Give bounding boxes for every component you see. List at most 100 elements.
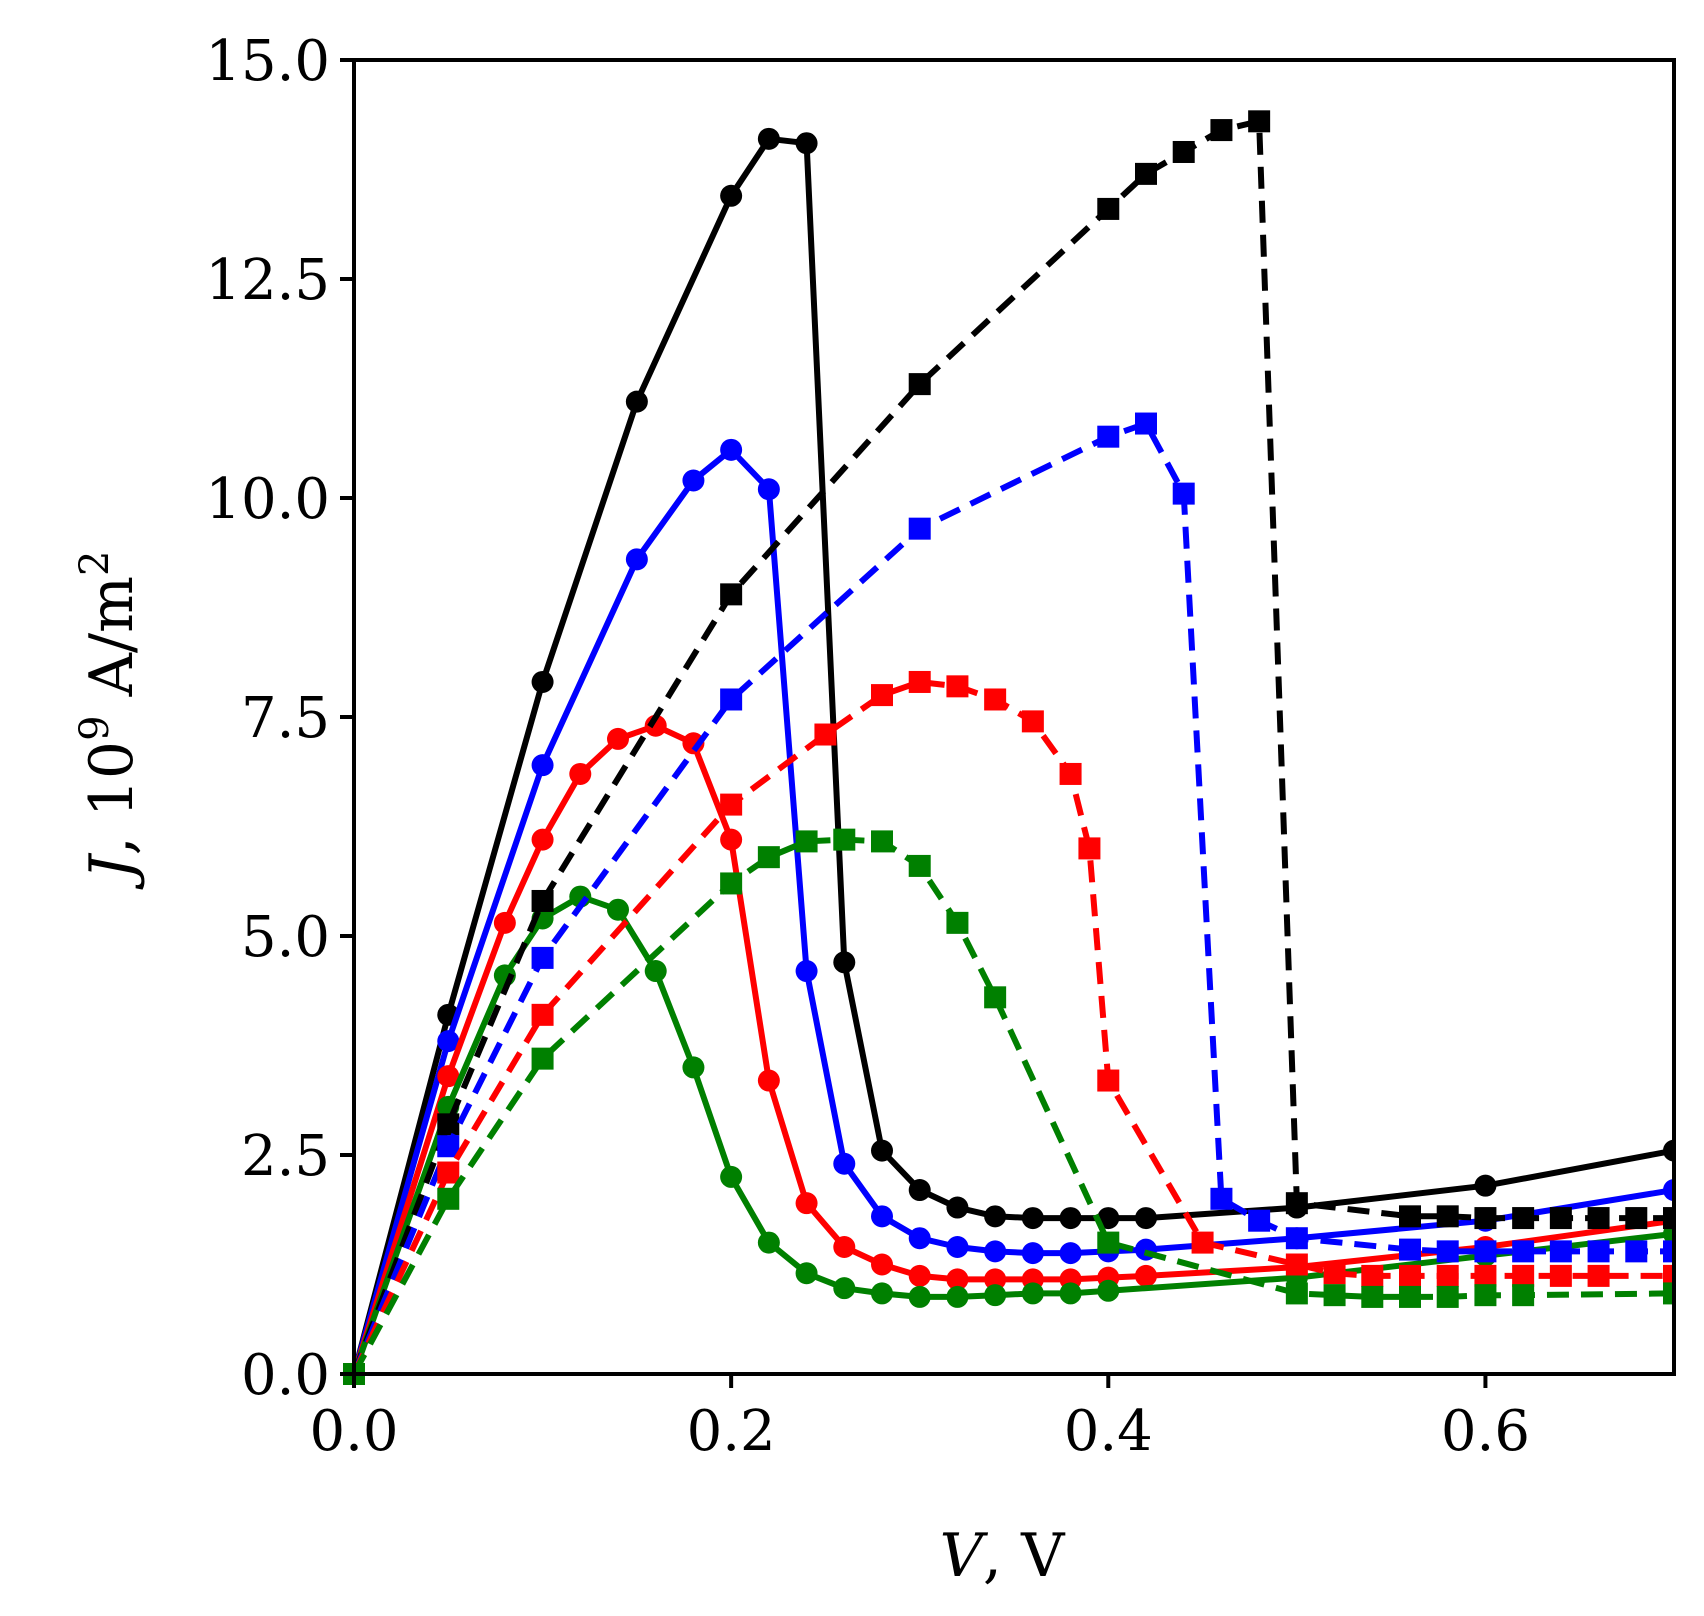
data-point-black-dashed-9 [1248, 110, 1271, 133]
data-point-red-dashed-17 [1399, 1264, 1421, 1287]
data-point-red-dashed-22 [1587, 1264, 1610, 1287]
data-point-red-solid-19 [1135, 1264, 1157, 1287]
data-point-green-dashed-11 [1097, 1231, 1120, 1254]
x-axis-label: V, V [940, 1521, 1066, 1591]
data-point-green-solid-15 [984, 1284, 1007, 1307]
data-point-black-solid-2 [531, 670, 554, 693]
data-point-green-solid-8 [720, 1165, 743, 1188]
data-point-blue-solid-7 [795, 960, 818, 983]
data-point-red-solid-13 [908, 1264, 931, 1287]
data-point-blue-dashed-11 [1399, 1238, 1421, 1261]
data-point-black-dashed-18 [1663, 1207, 1674, 1230]
data-point-red-dashed-3 [720, 793, 743, 816]
data-point-green-dashed-8 [908, 854, 931, 877]
data-point-blue-solid-1 [437, 1030, 460, 1053]
data-point-red-dashed-21 [1549, 1264, 1572, 1287]
data-point-red-solid-4 [569, 762, 592, 785]
data-point-green-solid-17 [1059, 1282, 1082, 1305]
data-point-green-dashed-16 [1436, 1285, 1459, 1308]
data-point-red-dashed-20 [1512, 1264, 1535, 1287]
data-point-red-dashed-19 [1474, 1264, 1497, 1287]
y-tick-label-6: 15.0 [205, 29, 330, 94]
data-point-green-dashed-9 [946, 911, 969, 934]
data-point-black-dashed-17 [1625, 1207, 1648, 1230]
data-point-green-solid-18 [1097, 1279, 1120, 1302]
data-point-red-dashed-6 [908, 670, 931, 693]
data-point-blue-dashed-5 [1097, 425, 1120, 448]
data-point-black-dashed-11 [1399, 1205, 1421, 1228]
data-point-black-solid-9 [908, 1179, 931, 1202]
data-point-red-solid-8 [720, 828, 743, 851]
data-point-blue-dashed-16 [1587, 1240, 1610, 1263]
data-point-blue-dashed-2 [531, 946, 554, 969]
data-point-black-solid-3 [625, 390, 648, 413]
series-red-solid [343, 714, 1674, 1385]
data-point-green-solid-5 [607, 898, 629, 921]
data-point-red-solid-14 [946, 1268, 969, 1291]
data-point-green-solid-7 [682, 1056, 705, 1079]
data-point-blue-solid-12 [984, 1240, 1007, 1263]
data-point-red-solid-7 [682, 732, 705, 755]
data-point-red-solid-3 [531, 828, 554, 851]
series-red-dashed [343, 670, 1674, 1385]
data-point-blue-solid-6 [757, 478, 780, 501]
series-line-green-solid [351, 893, 1674, 1375]
data-point-black-solid-8 [871, 1139, 893, 1162]
data-point-red-solid-9 [757, 1069, 780, 1092]
data-point-green-solid-12 [871, 1282, 893, 1305]
data-point-blue-dashed-10 [1285, 1227, 1308, 1250]
data-point-blue-solid-9 [871, 1205, 893, 1228]
data-point-red-solid-15 [984, 1268, 1007, 1291]
data-point-blue-solid-13 [1021, 1242, 1044, 1265]
data-point-blue-dashed-3 [720, 688, 743, 711]
data-point-red-dashed-13 [1191, 1231, 1214, 1254]
data-point-blue-solid-8 [833, 1152, 856, 1175]
data-point-blue-solid-14 [1059, 1242, 1082, 1265]
data-point-black-solid-18 [1663, 1139, 1674, 1162]
data-point-blue-dashed-8 [1210, 1187, 1233, 1210]
data-point-red-dashed-1 [437, 1161, 460, 1184]
data-point-black-solid-7 [833, 951, 856, 974]
data-point-blue-solid-19 [1663, 1179, 1674, 1202]
data-point-red-dashed-2 [531, 1003, 554, 1026]
data-point-green-dashed-7 [871, 830, 893, 853]
y-tick-label-5: 12.5 [205, 248, 330, 313]
x-tick-label-1: 0.2 [687, 1399, 776, 1464]
data-point-black-solid-11 [984, 1205, 1007, 1228]
data-point-red-solid-10 [795, 1192, 818, 1215]
data-point-blue-solid-4 [682, 469, 705, 492]
data-point-red-dashed-5 [871, 684, 893, 707]
data-point-red-solid-5 [607, 727, 629, 750]
data-point-green-dashed-14 [1361, 1285, 1384, 1308]
data-point-blue-dashed-17 [1625, 1240, 1648, 1263]
data-point-green-dashed-13 [1323, 1284, 1346, 1307]
data-point-red-dashed-15 [1323, 1262, 1346, 1285]
y-tick-label-4: 10.0 [205, 467, 330, 532]
data-point-black-dashed-1 [437, 1113, 460, 1136]
y-axis-label: J, 109 A/m2 [72, 551, 147, 891]
data-point-green-dashed-15 [1399, 1285, 1421, 1308]
data-point-black-solid-10 [946, 1196, 969, 1219]
data-point-black-dashed-3 [720, 583, 743, 606]
data-point-green-dashed-18 [1512, 1284, 1535, 1307]
y-tick-label-1: 2.5 [241, 1124, 330, 1189]
data-point-blue-dashed-4 [908, 517, 931, 540]
data-point-blue-dashed-1 [437, 1135, 460, 1158]
data-point-red-dashed-11 [1078, 837, 1101, 860]
data-point-red-solid-1 [437, 1065, 460, 1088]
data-point-red-dashed-16 [1361, 1264, 1384, 1287]
data-point-black-dashed-2 [531, 889, 554, 912]
x-tick-label-0: 0.0 [309, 1399, 398, 1464]
data-point-black-solid-17 [1474, 1174, 1497, 1197]
data-point-blue-dashed-12 [1436, 1240, 1459, 1263]
data-point-red-dashed-4 [814, 723, 837, 746]
data-point-blue-solid-11 [946, 1235, 969, 1258]
data-point-blue-dashed-7 [1172, 482, 1195, 505]
data-point-blue-solid-10 [908, 1227, 931, 1250]
data-point-red-dashed-12 [1097, 1069, 1120, 1092]
data-point-blue-dashed-14 [1512, 1240, 1535, 1263]
data-point-black-solid-4 [720, 184, 743, 207]
data-point-black-solid-5 [757, 127, 780, 150]
data-point-black-solid-13 [1059, 1207, 1082, 1230]
